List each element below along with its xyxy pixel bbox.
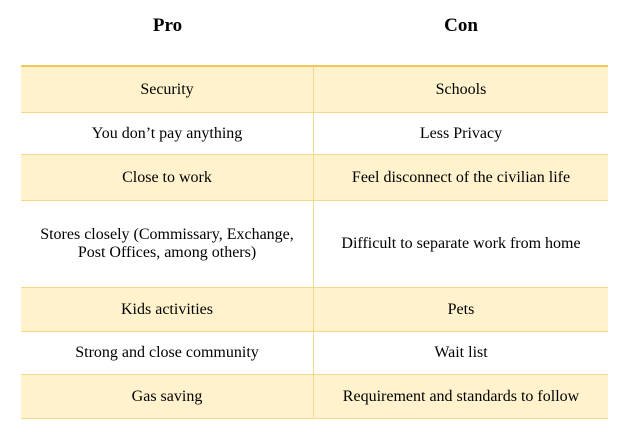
con-cell: Pets: [447, 300, 475, 318]
table-row: Strong and close community Wait list: [21, 332, 608, 375]
table-header-row: Pro Con: [21, 0, 608, 67]
table-row: Gas saving Requirement and standards to …: [21, 375, 608, 419]
pro-cell: Stores closely (Commissary, Exchange, Po…: [21, 201, 314, 287]
con-cell: Wait list: [434, 344, 488, 361]
pro-cell: Kids activities: [21, 288, 314, 331]
pro-cell: You don’t pay anything: [21, 113, 314, 154]
pros-cons-table: Pro Con Security Schools You don’t pay a…: [21, 0, 608, 419]
table-row: Close to work Feel disconnect of the civ…: [21, 155, 608, 201]
con-column-header: Con: [444, 14, 478, 36]
con-cell: Difficult to separate work from home: [341, 235, 581, 252]
pro-cell: Strong and close community: [21, 332, 314, 374]
pro-cell: Gas saving: [21, 375, 314, 418]
table-row: Stores closely (Commissary, Exchange, Po…: [21, 201, 608, 288]
con-cell: Feel disconnect of the civilian life: [351, 168, 571, 186]
table-row: Kids activities Pets: [21, 288, 608, 332]
con-cell: Less Privacy: [419, 124, 503, 142]
con-cell: Schools: [435, 80, 487, 98]
pro-cell: Close to work: [21, 155, 314, 200]
pro-cell: Security: [21, 67, 314, 112]
pro-column-header: Pro: [152, 14, 183, 36]
table-row: You don’t pay anything Less Privacy: [21, 113, 608, 155]
con-cell: Requirement and standards to follow: [342, 387, 580, 405]
table-row: Security Schools: [21, 67, 608, 113]
